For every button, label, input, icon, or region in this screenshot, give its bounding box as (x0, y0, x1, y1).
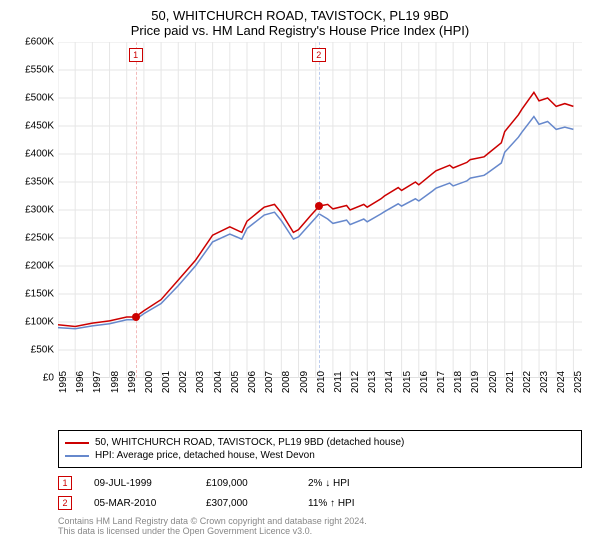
sale-date: 09-JUL-1999 (94, 478, 184, 489)
x-axis-label: 2010 (316, 371, 327, 393)
footnote: Contains HM Land Registry data © Crown c… (58, 516, 582, 536)
footnote-line: This data is licensed under the Open Gov… (58, 526, 582, 536)
legend-label: 50, WHITCHURCH ROAD, TAVISTOCK, PL19 9BD… (95, 437, 404, 448)
x-axis-label: 2002 (178, 371, 189, 393)
y-axis-label: £400K (25, 149, 58, 160)
sales-row: 2 05-MAR-2010 £307,000 11% ↑ HPI (58, 496, 582, 510)
y-axis-label: £250K (25, 233, 58, 244)
y-axis-label: £300K (25, 205, 58, 216)
legend-item-hpi: HPI: Average price, detached house, West… (65, 450, 575, 461)
legend-item-property: 50, WHITCHURCH ROAD, TAVISTOCK, PL19 9BD… (65, 437, 575, 448)
y-axis-label: £350K (25, 177, 58, 188)
x-axis-label: 2020 (488, 371, 499, 393)
x-axis-label: 2016 (419, 371, 430, 393)
x-axis-label: 2025 (573, 371, 584, 393)
y-axis-label: £50K (31, 345, 58, 356)
x-axis-label: 2024 (556, 371, 567, 393)
x-axis-label: 1997 (92, 371, 103, 393)
x-axis-label: 2004 (213, 371, 224, 393)
y-axis-label: £450K (25, 121, 58, 132)
chart-title: 50, WHITCHURCH ROAD, TAVISTOCK, PL19 9BD (12, 8, 588, 23)
legend-swatch (65, 455, 89, 457)
sale-date: 05-MAR-2010 (94, 498, 184, 509)
legend-label: HPI: Average price, detached house, West… (95, 450, 315, 461)
sale-delta: 2% ↓ HPI (308, 478, 350, 489)
x-axis-label: 2012 (350, 371, 361, 393)
sales-table: 1 09-JUL-1999 £109,000 2% ↓ HPI 2 05-MAR-2010… (58, 476, 582, 510)
y-axis-label: £550K (25, 65, 58, 76)
x-axis-label: 2001 (161, 371, 172, 393)
plot: £0£50K£100K£150K£200K£250K£300K£350K£400… (58, 42, 582, 378)
sale-marker: 2 (58, 496, 72, 510)
x-axis-label: 2003 (195, 371, 206, 393)
y-axis-label: £0 (43, 373, 58, 384)
footnote-line: Contains HM Land Registry data © Crown c… (58, 516, 582, 526)
sale-marker: 1 (129, 48, 143, 62)
x-axis-label: 2017 (436, 371, 447, 393)
x-axis-label: 1998 (110, 371, 121, 393)
legend: 50, WHITCHURCH ROAD, TAVISTOCK, PL19 9BD… (58, 430, 582, 468)
legend-swatch (65, 442, 89, 444)
x-axis-label: 2015 (402, 371, 413, 393)
x-axis-label: 2013 (367, 371, 378, 393)
x-axis-label: 2000 (144, 371, 155, 393)
y-axis-label: £100K (25, 317, 58, 328)
x-axis-label: 1996 (75, 371, 86, 393)
y-axis-label: £150K (25, 289, 58, 300)
x-axis-label: 2005 (230, 371, 241, 393)
sale-plotline (136, 42, 137, 378)
x-axis-label: 2009 (299, 371, 310, 393)
x-axis-label: 2008 (281, 371, 292, 393)
y-axis-label: £200K (25, 261, 58, 272)
x-axis-label: 2022 (522, 371, 533, 393)
x-axis-label: 2011 (333, 371, 344, 393)
x-axis-label: 1995 (58, 371, 69, 393)
x-axis-label: 2007 (264, 371, 275, 393)
x-axis-label: 2021 (505, 371, 516, 393)
sale-marker: 2 (312, 48, 326, 62)
chart-subtitle: Price paid vs. HM Land Registry's House … (12, 23, 588, 38)
sales-row: 1 09-JUL-1999 £109,000 2% ↓ HPI (58, 476, 582, 490)
x-axis-label: 1999 (127, 371, 138, 393)
x-axis-label: 2014 (384, 371, 395, 393)
x-axis-label: 2019 (470, 371, 481, 393)
sale-delta: 11% ↑ HPI (308, 498, 355, 509)
sale-dot (315, 202, 323, 210)
x-axis-label: 2023 (539, 371, 550, 393)
sale-price: £109,000 (206, 478, 286, 489)
y-axis-label: £600K (25, 37, 58, 48)
sale-price: £307,000 (206, 498, 286, 509)
chart-area: £0£50K£100K£150K£200K£250K£300K£350K£400… (58, 42, 582, 402)
sale-marker: 1 (58, 476, 72, 490)
sale-dot (132, 313, 140, 321)
x-axis-label: 2006 (247, 371, 258, 393)
x-axis-label: 2018 (453, 371, 464, 393)
y-axis-label: £500K (25, 93, 58, 104)
